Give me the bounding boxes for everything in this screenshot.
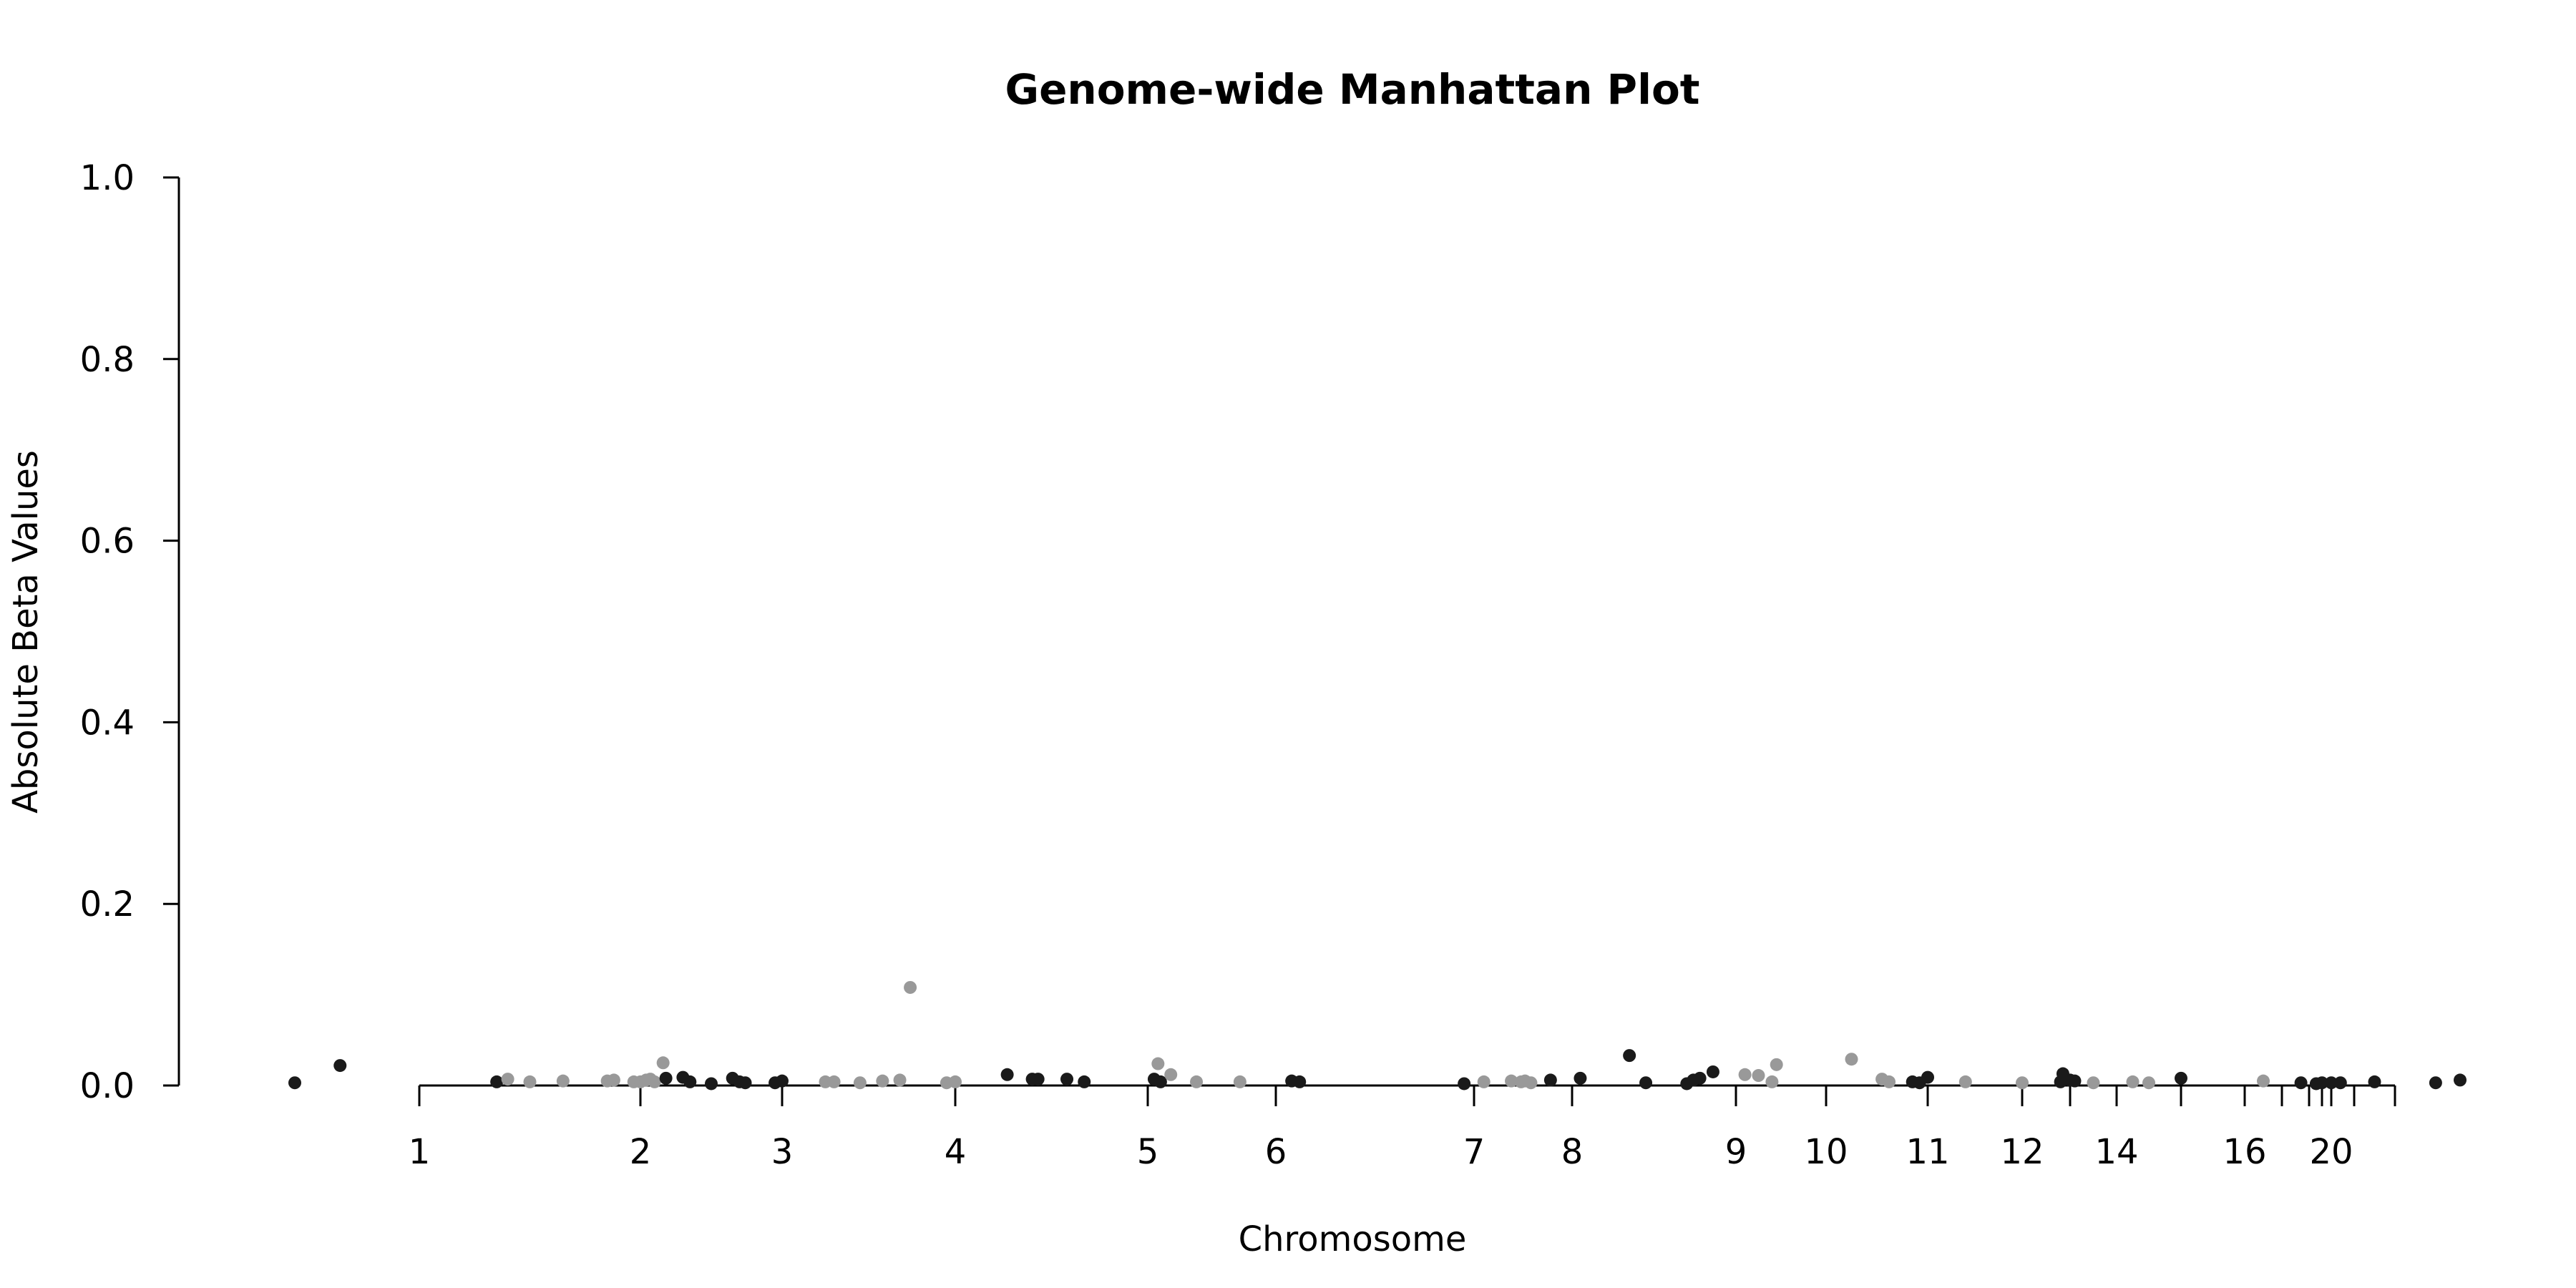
data-point bbox=[1770, 1058, 1783, 1071]
data-point bbox=[659, 1071, 673, 1085]
x-tick-label: 12 bbox=[2000, 1132, 2044, 1172]
data-point bbox=[776, 1074, 789, 1088]
data-point bbox=[2142, 1076, 2155, 1090]
data-point bbox=[1524, 1076, 1538, 1090]
x-tick-label: 2 bbox=[630, 1132, 652, 1172]
data-point bbox=[2429, 1076, 2442, 1090]
data-point bbox=[607, 1073, 620, 1087]
data-point bbox=[2368, 1075, 2381, 1088]
data-point bbox=[1765, 1075, 1779, 1088]
data-point bbox=[2454, 1073, 2467, 1087]
data-point bbox=[1921, 1070, 1934, 1084]
x-tick-label: 11 bbox=[1906, 1132, 1949, 1172]
y-tick-label: 0.2 bbox=[80, 884, 135, 924]
y-tick-label: 0.8 bbox=[80, 340, 135, 380]
data-point bbox=[1190, 1075, 1204, 1088]
data-point bbox=[2016, 1076, 2029, 1090]
data-point bbox=[333, 1059, 347, 1073]
data-point bbox=[1078, 1075, 1091, 1088]
data-point bbox=[501, 1073, 514, 1086]
data-point bbox=[904, 980, 917, 994]
data-point bbox=[827, 1075, 841, 1088]
data-point bbox=[893, 1073, 907, 1087]
data-point bbox=[1060, 1073, 1074, 1086]
y-axis-label: Absolute Beta Values bbox=[6, 450, 46, 814]
data-point bbox=[1845, 1053, 1858, 1066]
data-point bbox=[656, 1056, 670, 1070]
data-point bbox=[490, 1075, 504, 1088]
data-point bbox=[523, 1075, 537, 1088]
data-point bbox=[853, 1076, 867, 1090]
data-point bbox=[1752, 1069, 1765, 1083]
data-point bbox=[1233, 1075, 1246, 1088]
x-tick-label: 8 bbox=[1561, 1132, 1584, 1172]
data-point bbox=[738, 1076, 752, 1090]
x-tick-label: 14 bbox=[2094, 1132, 2138, 1172]
data-point bbox=[1153, 1075, 1167, 1088]
x-tick-label: 20 bbox=[2309, 1132, 2353, 1172]
x-tick-label: 1 bbox=[409, 1132, 431, 1172]
data-point bbox=[1574, 1071, 1587, 1085]
x-tick-label: 5 bbox=[1137, 1132, 1159, 1172]
x-tick-label: 16 bbox=[2223, 1132, 2266, 1172]
data-point bbox=[1543, 1073, 1557, 1087]
data-point bbox=[1000, 1068, 1014, 1081]
data-point bbox=[1293, 1075, 1307, 1088]
x-axis-label: Chromosome bbox=[1239, 1219, 1467, 1259]
data-point bbox=[705, 1077, 718, 1091]
data-point bbox=[2316, 1076, 2328, 1090]
x-tick-label: 7 bbox=[1463, 1132, 1485, 1172]
data-point bbox=[1738, 1068, 1752, 1081]
x-axis-ticks: 1 2 3 4 5 6 7 8 9 10 11 12 14 16 20 bbox=[409, 1085, 2396, 1172]
y-tick-label: 0.0 bbox=[80, 1066, 135, 1106]
data-point bbox=[2333, 1076, 2347, 1090]
data-point bbox=[1151, 1057, 1165, 1070]
data-point bbox=[2257, 1074, 2270, 1088]
data-point bbox=[1693, 1071, 1707, 1085]
x-tick-label: 10 bbox=[1804, 1132, 1848, 1172]
data-point bbox=[1505, 1074, 1518, 1088]
y-axis-ticks: 0.0 0.2 0.4 0.6 0.8 1.0 bbox=[80, 158, 179, 1106]
data-point bbox=[1164, 1068, 1178, 1081]
x-tick-label: 9 bbox=[1725, 1132, 1747, 1172]
data-point bbox=[556, 1074, 570, 1088]
data-point bbox=[1883, 1075, 1896, 1088]
data-point bbox=[1706, 1065, 1719, 1078]
data-point bbox=[1958, 1075, 1972, 1088]
x-tick-label: 6 bbox=[1265, 1132, 1287, 1172]
data-points bbox=[288, 980, 2467, 1091]
y-tick-label: 1.0 bbox=[80, 158, 135, 198]
data-point bbox=[1639, 1076, 1653, 1090]
data-point bbox=[2175, 1071, 2187, 1085]
data-point bbox=[683, 1075, 697, 1088]
data-point bbox=[2325, 1076, 2338, 1090]
data-point bbox=[1623, 1049, 1636, 1063]
data-point bbox=[949, 1075, 962, 1088]
data-point bbox=[2087, 1076, 2100, 1090]
x-tick-label: 3 bbox=[771, 1132, 794, 1172]
y-tick-label: 0.4 bbox=[80, 703, 135, 743]
data-point bbox=[1477, 1075, 1491, 1088]
x-tick-label: 4 bbox=[945, 1132, 967, 1172]
data-point bbox=[2126, 1075, 2140, 1088]
data-point bbox=[1458, 1077, 1471, 1091]
chart-title: Genome-wide Manhattan Plot bbox=[1005, 65, 1699, 114]
data-point bbox=[2068, 1074, 2082, 1088]
y-tick-label: 0.6 bbox=[80, 522, 135, 562]
data-point bbox=[2294, 1076, 2308, 1090]
data-point bbox=[288, 1076, 301, 1090]
data-point bbox=[876, 1074, 889, 1088]
data-point bbox=[1031, 1073, 1045, 1086]
data-point bbox=[648, 1075, 661, 1088]
